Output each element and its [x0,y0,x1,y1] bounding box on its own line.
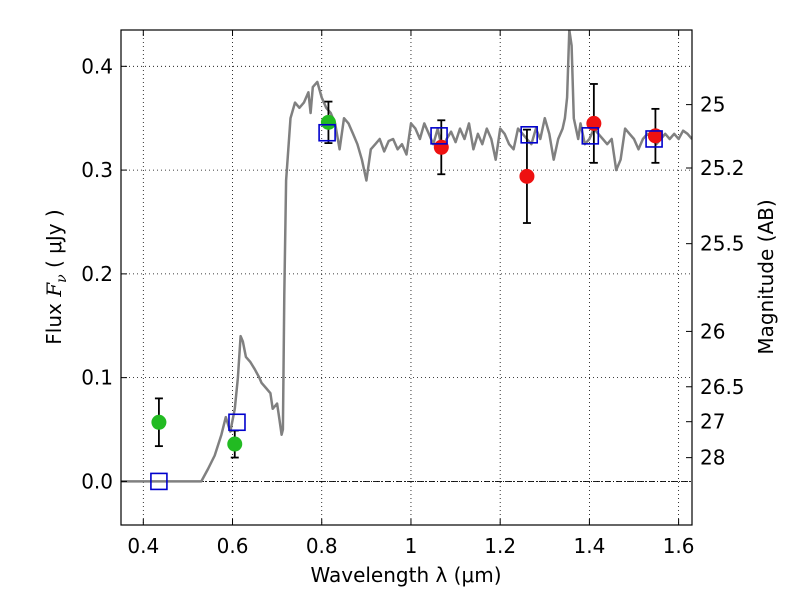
x-tick-label: 1 [405,534,418,558]
model-photometry-square [150,472,168,491]
axis-ticks: 0.4 0.6 0.8 1 1.2 1.4 1.6 0.0 0.1 0.2 0.3 0.4 25 25.2… [81,30,745,558]
model-photometry-square [318,123,336,142]
data-points [150,83,663,491]
x-tick-label: 0.8 [306,534,338,558]
model-photometry-square [581,127,600,145]
y2-tick-label: 26.5 [700,375,745,399]
y-axis-label-subscript: ν [54,274,70,283]
x-tick-label: 1.4 [573,534,605,558]
y2-tick-label: 25.2 [700,156,745,180]
y-tick-label: 0.3 [81,158,113,182]
y2-tick-label: 27 [700,410,725,434]
red-photometry-point [519,168,535,184]
y-axis-label: Flux Fν ( μJy ) [42,209,70,344]
x-tick-label: 1.2 [484,534,516,558]
green-photometry-point [320,114,336,130]
model-photometry-square [228,413,246,432]
y-axis-label-prefix: Flux [42,297,66,345]
green-photometry-point [227,436,243,452]
y-tick-label: 0.1 [81,366,113,390]
y2-tick-label: 26 [700,319,725,343]
x-tick-label: 0.4 [127,534,159,558]
y-axis-label-symbol: F [42,282,66,298]
y2-axis-label: Magnitude (AB) [754,199,778,354]
x-axis-label: Wavelength λ (μm) [310,563,501,587]
y-tick-label: 0.2 [81,262,113,286]
red-photometry-point [647,128,663,144]
x-tick-label: 0.6 [217,534,249,558]
grid [121,30,692,525]
model-photometry-square [520,126,538,144]
green-photometry-point [151,414,167,430]
model-photometry-square [430,127,448,145]
template-spectrum-line [121,30,692,483]
y-tick-label: 0.0 [81,469,113,493]
y-tick-label: 0.4 [81,54,113,78]
x-tick-label: 1.6 [663,534,695,558]
y2-tick-label: 28 [700,446,725,470]
model-photometry-square [645,130,663,148]
y2-tick-label: 25.5 [700,232,745,256]
y-axis-label-suffix: ( μJy ) [42,209,66,274]
plot-frame [120,29,693,526]
y2-tick-label: 25 [700,93,725,117]
